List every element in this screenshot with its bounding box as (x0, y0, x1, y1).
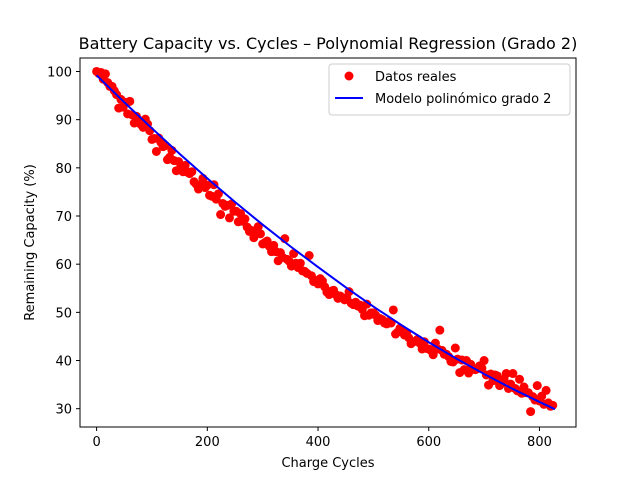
y-tick-label: 30 (55, 403, 72, 418)
data-point (295, 258, 305, 268)
y-tick-label: 100 (47, 65, 72, 80)
plot-content (92, 66, 558, 417)
legend: Datos reales Modelo polinómico grado 2 (328, 63, 571, 116)
data-point (255, 229, 265, 239)
y-tick-label: 70 (55, 210, 72, 225)
data-point (125, 96, 135, 106)
data-point (435, 325, 445, 335)
x-tick-label: 600 (416, 435, 441, 450)
data-point (362, 299, 372, 309)
data-point (240, 214, 250, 224)
axes-frame (79, 57, 577, 428)
data-point (216, 210, 226, 220)
legend-marker-datos-reales (344, 71, 354, 81)
legend-label-modelo: Modelo polinómico grado 2 (375, 92, 551, 107)
x-tick-label: 0 (92, 435, 100, 450)
data-point (253, 222, 263, 232)
y-tick-label: 40 (55, 355, 72, 370)
x-tick-label: 200 (195, 435, 220, 450)
data-point (501, 369, 511, 379)
data-point (213, 189, 223, 199)
y-tick-label: 50 (55, 306, 72, 321)
y-tick-label: 90 (55, 114, 72, 129)
data-point (492, 371, 502, 381)
x-axis-label: Charge Cycles (281, 456, 374, 471)
data-point (541, 385, 551, 395)
data-point (450, 343, 460, 353)
data-point (151, 146, 161, 156)
x-axis-ticks: 0 200 400 600 800 (92, 427, 552, 450)
legend-box (328, 63, 571, 116)
regression-line (95, 74, 556, 411)
x-tick-label: 800 (527, 435, 552, 450)
y-tick-label: 60 (55, 258, 72, 273)
y-tick-label: 80 (55, 162, 72, 177)
chart-title: Battery Capacity vs. Cycles – Polynomial… (79, 34, 578, 53)
data-point (224, 213, 234, 223)
data-point (187, 167, 197, 177)
x-tick-label: 400 (306, 435, 331, 450)
series-datos-reales (92, 66, 558, 417)
data-point (388, 305, 398, 315)
data-point (419, 337, 429, 347)
data-point (180, 160, 190, 170)
legend-label-datos-reales: Datos reales (375, 70, 457, 85)
data-point (515, 374, 525, 384)
data-point (202, 180, 212, 190)
data-point (508, 369, 518, 379)
data-point (532, 381, 542, 391)
data-point (100, 69, 110, 79)
y-axis-ticks: 30 40 50 60 70 80 90 100 (47, 65, 80, 418)
data-point (479, 356, 489, 366)
data-point (526, 407, 536, 417)
plot-area (80, 58, 576, 427)
y-axis-label: Remaining Capacity (%) (23, 164, 38, 321)
data-point (344, 287, 354, 297)
